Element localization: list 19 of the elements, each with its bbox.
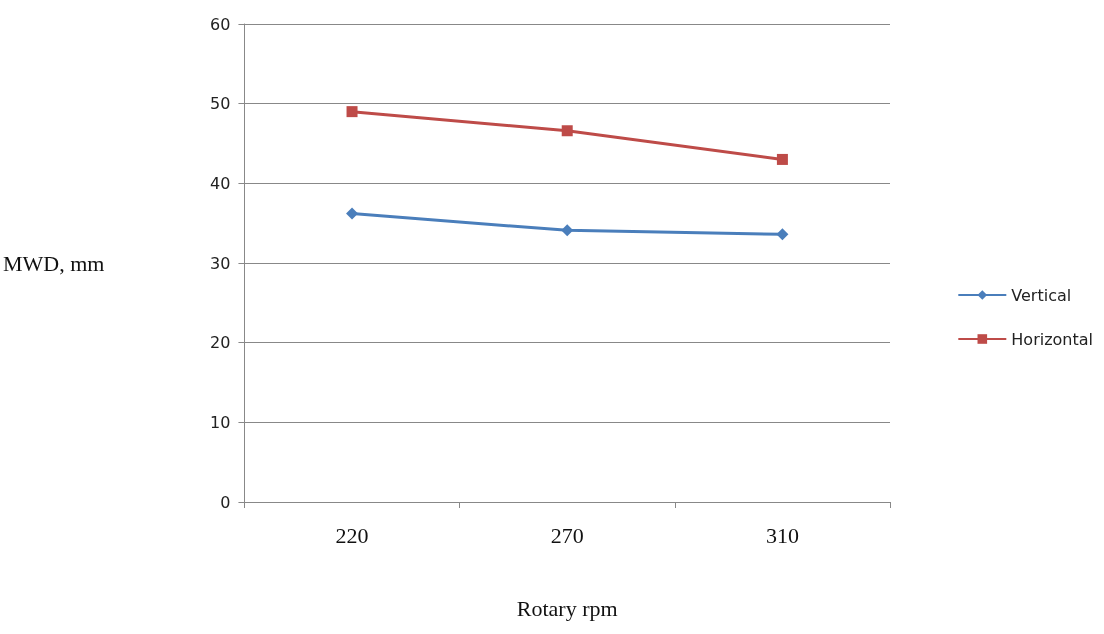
point — [346, 207, 359, 220]
y-tick-label: 50 — [210, 94, 231, 114]
x-tick-label: 310 — [765, 522, 799, 548]
point — [776, 228, 789, 241]
x-tick-label: 270 — [550, 522, 584, 548]
x-tick-label: 220 — [335, 522, 369, 548]
y-tick-label: 10 — [210, 412, 231, 432]
point — [776, 153, 788, 165]
y-tick-label: 60 — [210, 14, 231, 34]
legend-label: Vertical — [1011, 285, 1072, 305]
y-tick-label: 30 — [210, 253, 231, 273]
y-tick-label: 20 — [210, 333, 231, 353]
x-axis-title: Rotary rpm — [516, 595, 618, 621]
point — [346, 106, 358, 118]
point — [561, 125, 573, 137]
y-axis-title: MWD, mm — [2, 250, 105, 276]
y-tick-label: 40 — [210, 173, 231, 193]
legend-label: Horizontal — [1011, 329, 1094, 349]
y-tick-label: 0 — [220, 492, 231, 512]
